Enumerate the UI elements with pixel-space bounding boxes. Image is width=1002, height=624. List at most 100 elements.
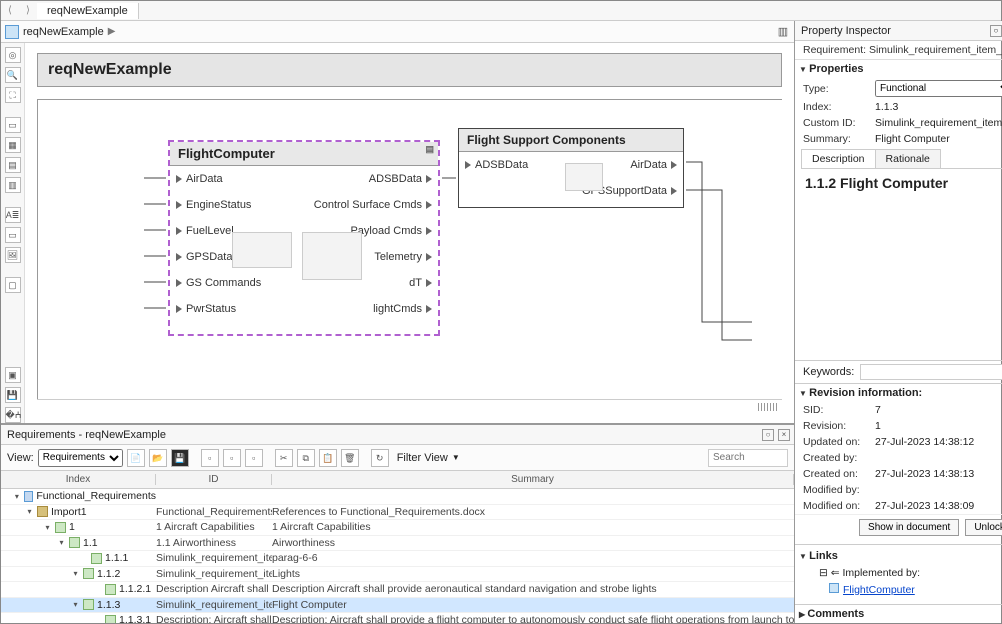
toolbtn-a-icon[interactable]: ▫ — [201, 449, 219, 467]
port-in[interactable]: GS Commands — [176, 277, 261, 289]
col-summary[interactable]: Summary — [272, 474, 794, 485]
block-flight-computer[interactable]: FlightComputer ▤ AirData ADSBData EngineSt… — [168, 140, 440, 336]
tab-model[interactable]: reqNewExample — [37, 3, 139, 19]
toolbtn-del-icon[interactable]: 🗑 — [341, 449, 359, 467]
nav-fwd-icon[interactable]: ⟩ — [19, 5, 37, 16]
description-heading: 1.1.2 Flight Computer — [805, 175, 1002, 191]
table-row[interactable]: 1.1.1Simulink_requirement_item_1parag-6-… — [1, 551, 794, 567]
model-icon — [5, 25, 19, 39]
table-row[interactable]: ▾1.1.2Simulink_requirement_item_2Lights — [1, 567, 794, 583]
nav-back-icon[interactable]: ⟨ — [1, 5, 19, 16]
tool-zoom-icon[interactable]: 🔍 — [5, 67, 21, 83]
block-flight-computer-header: FlightComputer ▤ — [170, 142, 438, 166]
show-in-document-button[interactable]: Show in document — [859, 519, 959, 536]
section-revision[interactable]: Revision information: — [795, 384, 1002, 402]
tab-description[interactable]: Description — [801, 149, 876, 168]
tool-save-icon[interactable]: 💾 — [5, 387, 21, 403]
type-select[interactable]: Functional — [875, 80, 1002, 97]
tool-text-icon[interactable]: A≣ — [5, 207, 21, 223]
diagram-area: FlightComputer ▤ AirData ADSBData EngineSt… — [37, 99, 782, 399]
table-row[interactable]: 1.1.2.1Description Aircraft shall proviD… — [1, 582, 794, 598]
port-in[interactable]: ADSBData — [465, 159, 528, 171]
tool-explorer-icon[interactable]: ◎ — [5, 47, 21, 63]
toolbtn-c-icon[interactable]: ▫ — [245, 449, 263, 467]
requirements-panel-header: Requirements - reqNewExample ○ × — [1, 425, 794, 445]
type-label: Type: — [803, 83, 875, 95]
tool-area-icon[interactable]: ▭ — [5, 227, 21, 243]
breadcrumb-model[interactable]: reqNewExample — [23, 26, 104, 38]
toolbtn-copy-icon[interactable]: ⧉ — [297, 449, 315, 467]
table-row[interactable]: ▾1.1.3Simulink_requirement_item_3Flight … — [1, 598, 794, 614]
req-icon — [91, 553, 102, 564]
section-comments[interactable]: Comments — [795, 605, 1002, 623]
toolbtn-paste-icon[interactable]: 📋 — [319, 449, 337, 467]
table-row[interactable]: ▾1.11.1 AirworthinessAirworthiness — [1, 536, 794, 552]
section-properties[interactable]: Properties — [795, 60, 1002, 78]
port-in[interactable]: GPSData — [176, 251, 232, 263]
port-out[interactable]: ADSBData — [369, 173, 432, 185]
req-icon — [83, 568, 94, 579]
section-links[interactable]: Links — [795, 547, 1002, 565]
description-body: 1.1.2 Flight Computer — [795, 169, 1002, 360]
breadcrumb: reqNewExample ▶ ▥ — [1, 21, 794, 43]
port-in[interactable]: FuelLevel — [176, 225, 234, 237]
inner-block-icon — [232, 232, 292, 268]
tool-box4-icon[interactable]: ▥ — [5, 177, 21, 193]
minimize-icon[interactable]: ○ — [762, 429, 774, 441]
table-row[interactable]: ▾Import1Functional_RequirementsReference… — [1, 505, 794, 521]
keywords-input[interactable] — [860, 364, 1002, 380]
toolbtn-refresh-icon[interactable]: ↻ — [371, 449, 389, 467]
port-in[interactable]: PwrStatus — [176, 303, 236, 315]
port-out[interactable]: Control Surface Cmds — [314, 199, 432, 211]
index-value: 1.1.3 — [875, 101, 1002, 113]
modifiedon-value: 27-Jul-2023 14:38:09 — [875, 500, 1002, 512]
sid-value: 7 — [875, 404, 1002, 416]
property-inspector: Property Inspector ○ × Requirement: Simu… — [795, 21, 1002, 623]
col-id[interactable]: ID — [156, 474, 272, 485]
rev-label: Revision: — [803, 420, 875, 432]
port-in[interactable]: EngineStatus — [176, 199, 251, 211]
port-out[interactable]: lightCmds — [373, 303, 432, 315]
toolbtn-b-icon[interactable]: ▫ — [223, 449, 241, 467]
close-icon[interactable]: × — [778, 429, 790, 441]
table-row[interactable]: ▾11 Aircraft Capabilities1 Aircraft Capa… — [1, 520, 794, 536]
tool-box3-icon[interactable]: ▤ — [5, 157, 21, 173]
search-input[interactable] — [708, 449, 788, 467]
port-out[interactable]: Payload Cmds — [350, 225, 432, 237]
unlock-button[interactable]: Unlock — [965, 519, 1002, 536]
filter-label[interactable]: Filter View — [397, 452, 448, 464]
port-out[interactable]: Telemetry — [374, 251, 432, 263]
table-row[interactable]: 1.1.3.1Description: Aircraft shall provD… — [1, 613, 794, 623]
canvas-title: reqNewExample — [37, 53, 782, 87]
updated-label: Updated on: — [803, 436, 875, 448]
toolbtn-open-icon[interactable]: 📂 — [149, 449, 167, 467]
minimize-icon[interactable]: ○ — [990, 25, 1002, 37]
tool-box1-icon[interactable]: ▭ — [5, 117, 21, 133]
requirement-label: Requirement: Simulink_requirement_item_3 — [795, 41, 1002, 60]
port-out[interactable]: AirData — [630, 159, 677, 171]
tool-image-icon[interactable]: 🖼 — [5, 247, 21, 263]
req-icon — [105, 584, 116, 595]
block-flight-support[interactable]: Flight Support Components ADSBDataAirDat… — [458, 128, 684, 208]
tool-req-icon[interactable]: ▣ — [5, 367, 21, 383]
link-target[interactable]: FlightComputer — [795, 581, 1002, 598]
customid-value: Simulink_requirement_item_3 — [875, 117, 1002, 129]
toolbtn-cut-icon[interactable]: ✂ — [275, 449, 293, 467]
tab-rationale[interactable]: Rationale — [875, 149, 941, 168]
table-row[interactable]: ▾Functional_Requirements — [1, 489, 794, 505]
tool-fit-icon[interactable]: ⛶ — [5, 87, 21, 103]
toolbtn-new-icon[interactable]: 📄 — [127, 449, 145, 467]
port-out[interactable]: dT — [409, 277, 432, 289]
inspector-title: Property Inspector — [801, 25, 891, 37]
tool-hier-icon[interactable]: �ⵄ — [5, 407, 21, 423]
tool-box2-icon[interactable]: ▦ — [5, 137, 21, 153]
col-index[interactable]: Index — [1, 474, 156, 485]
port-in[interactable]: AirData — [176, 173, 223, 185]
canvas[interactable]: reqNewExample FlightComputer ▤ AirData AD… — [25, 43, 794, 423]
pin-icon: ▤ — [425, 144, 434, 155]
breadcrumb-dropdown-icon[interactable]: ▥ — [776, 25, 790, 38]
view-select[interactable]: Requirements — [38, 449, 123, 467]
toolbtn-save-icon[interactable]: 💾 — [171, 449, 189, 467]
req-icon — [83, 599, 94, 610]
tool-empty-icon[interactable]: ▢ — [5, 277, 21, 293]
